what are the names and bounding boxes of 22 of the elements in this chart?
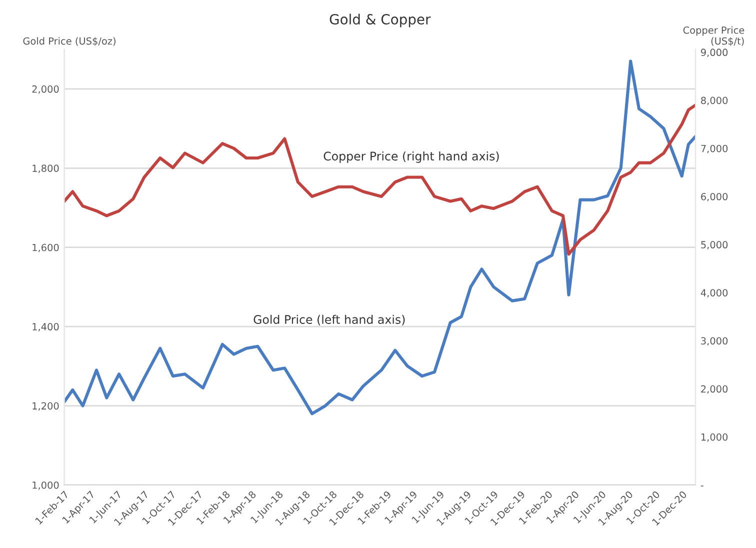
y-tick-label: 1,600: [32, 244, 59, 252]
y2-tick-label: 9,000: [700, 48, 728, 58]
y-tick-label: 2,000: [32, 85, 59, 94]
series-label: Copper Price (right hand axis): [324, 151, 499, 163]
line-series: [64, 104, 696, 256]
chart-title: Gold & Copper: [330, 14, 431, 28]
y2-tick-label: 4,000: [700, 289, 728, 298]
y2-tick-label: 1,000: [701, 433, 728, 442]
y-tick-label: 1,000: [32, 481, 59, 490]
y-tick-label: 1,400: [32, 323, 59, 332]
y2-tick-label: 3,000: [701, 337, 728, 346]
y2-tick-label: 7,000: [701, 144, 728, 154]
y2-tick-label: 2,000: [701, 385, 728, 394]
y2-tick-label: 5,000: [701, 241, 728, 250]
y2-tick-label: 6,000: [701, 192, 728, 202]
line-series: [64, 60, 696, 416]
y-tick-label: 1,800: [32, 164, 59, 173]
y2-tick-label: 8,000: [701, 96, 728, 106]
y2-axis-title: Copper Price (US$/t): [683, 26, 744, 46]
series-label: Gold Price (left hand axis): [254, 314, 405, 326]
y-tick-label: 1,200: [32, 402, 59, 411]
y-axis-title: Gold Price (US$/oz): [23, 37, 116, 46]
